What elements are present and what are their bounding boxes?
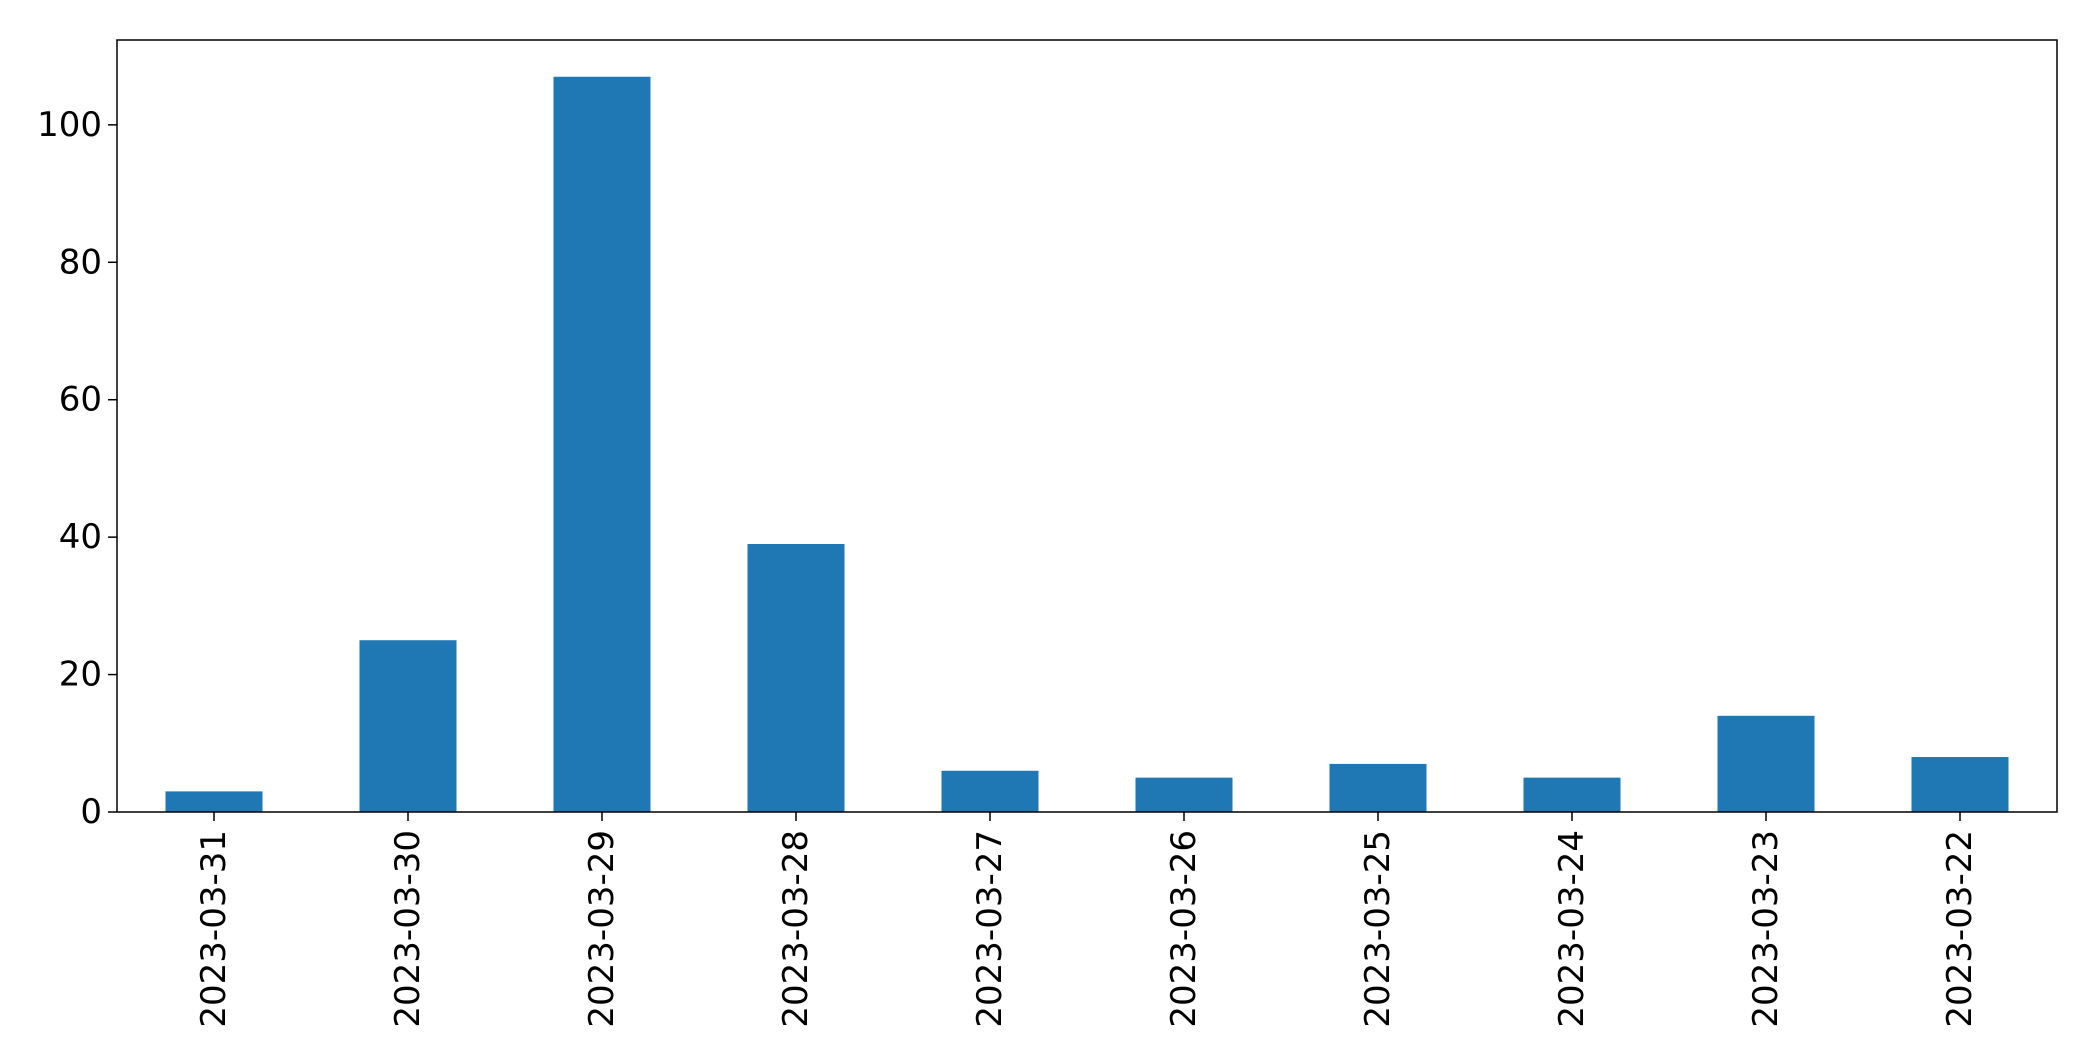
bar-2023-03-24 <box>1523 777 1621 812</box>
bar-2023-03-26 <box>1135 777 1233 812</box>
bars-layer <box>165 76 2009 812</box>
bar-2023-03-28 <box>747 544 845 812</box>
y-tick-label: 20 <box>59 655 102 695</box>
x-tick-label: 2023-03-23 <box>1746 830 1786 1028</box>
bar-2023-03-25 <box>1329 763 1427 812</box>
x-tick-label: 2023-03-24 <box>1552 830 1592 1028</box>
bar-2023-03-31 <box>165 791 263 812</box>
x-tick-label: 2023-03-31 <box>194 830 234 1028</box>
bar-2023-03-23 <box>1717 715 1815 812</box>
y-tick-label: 60 <box>59 380 102 420</box>
bar-2023-03-29 <box>553 76 651 812</box>
x-tick-label: 2023-03-29 <box>582 830 622 1028</box>
bar-2023-03-22 <box>1911 757 2009 812</box>
y-tick-label: 80 <box>59 242 102 282</box>
x-axis: 2023-03-31 2023-03-30 2023-03-29 2023-03-28… <box>194 812 1980 1028</box>
y-tick-label: 0 <box>80 792 102 832</box>
x-tick-label: 2023-03-27 <box>970 830 1010 1028</box>
bar-2023-03-27 <box>941 770 1039 812</box>
plot-frame <box>116 39 2058 813</box>
x-tick-label: 2023-03-26 <box>1164 830 1204 1028</box>
y-tick-label: 40 <box>59 517 102 557</box>
y-tick-label: 100 <box>37 105 102 145</box>
x-tick-label: 2023-03-25 <box>1358 830 1398 1028</box>
x-tick-label: 2023-03-22 <box>1940 830 1980 1028</box>
y-axis: 0 20 40 60 80 100 <box>37 105 117 832</box>
x-tick-label: 2023-03-28 <box>776 830 816 1028</box>
x-tick-label: 2023-03-30 <box>388 830 428 1028</box>
bar-2023-03-30 <box>359 640 457 812</box>
